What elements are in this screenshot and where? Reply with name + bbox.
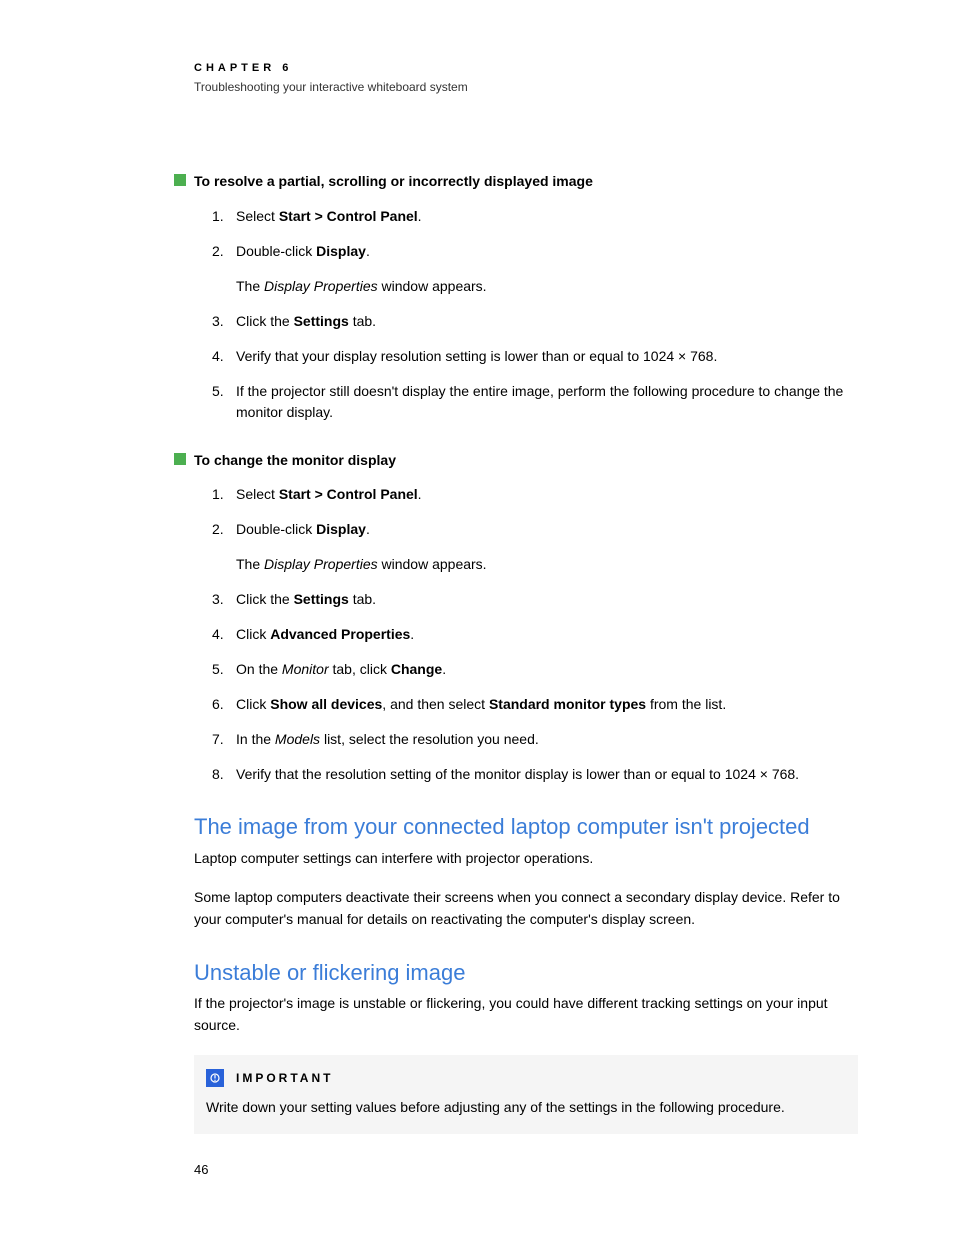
step-sub-content: The Display Properties window appears. [236,554,858,575]
procedure-step: 2.Double-click Display.The Display Prope… [236,519,858,575]
step-number: 8. [212,764,224,785]
step-number: 6. [212,694,224,715]
step-number: 3. [212,589,224,610]
procedure-step: 5.If the projector still doesn't display… [236,381,858,423]
step-number: 5. [212,381,224,402]
step-number: 4. [212,624,224,645]
procedure-title: To change the monitor display [194,451,396,471]
procedures-container: To resolve a partial, scrolling or incor… [194,172,858,785]
section-heading: Unstable or flickering image [194,959,858,988]
procedure-step: 2.Double-click Display.The Display Prope… [236,241,858,297]
procedure-step: 1.Select Start > Control Panel. [236,484,858,505]
procedure-block: To resolve a partial, scrolling or incor… [194,172,858,423]
sections-container: The image from your connected laptop com… [194,813,858,1037]
important-icon [206,1069,224,1087]
important-text: Write down your setting values before ad… [206,1097,846,1118]
section-heading: The image from your connected laptop com… [194,813,858,842]
step-content: Click the Settings tab. [236,591,376,607]
step-content: Click Show all devices, and then select … [236,696,726,712]
important-header: IMPORTANT [206,1069,846,1087]
procedure-step: 4.Verify that your display resolution se… [236,346,858,367]
step-sub-content: The Display Properties window appears. [236,276,858,297]
important-callout: IMPORTANT Write down your setting values… [194,1055,858,1134]
step-content: Select Start > Control Panel. [236,208,422,224]
step-number: 7. [212,729,224,750]
step-number: 4. [212,346,224,367]
procedure-title: To resolve a partial, scrolling or incor… [194,172,593,192]
step-content: Click the Settings tab. [236,313,376,329]
chapter-subtitle: Troubleshooting your interactive whitebo… [194,80,858,94]
procedure-steps: 1.Select Start > Control Panel.2.Double-… [194,206,858,423]
procedure-block: To change the monitor display1.Select St… [194,451,858,786]
procedure-steps: 1.Select Start > Control Panel.2.Double-… [194,484,858,785]
square-bullet-icon [174,174,186,186]
square-bullet-icon [174,453,186,465]
procedure-step: 7.In the Models list, select the resolut… [236,729,858,750]
step-content: Verify that your display resolution sett… [236,348,717,364]
step-content: Verify that the resolution setting of th… [236,766,799,782]
procedure-step: 1.Select Start > Control Panel. [236,206,858,227]
step-content: In the Models list, select the resolutio… [236,731,539,747]
step-number: 1. [212,206,224,227]
step-content: Click Advanced Properties. [236,626,414,642]
procedure-step: 6.Click Show all devices, and then selec… [236,694,858,715]
important-label: IMPORTANT [236,1071,333,1085]
step-number: 2. [212,519,224,540]
body-paragraph: Laptop computer settings can interfere w… [194,848,858,870]
procedure-step: 3.Click the Settings tab. [236,311,858,332]
page-number: 46 [194,1162,208,1177]
procedure-step: 4.Click Advanced Properties. [236,624,858,645]
chapter-label: CHAPTER 6 [194,62,858,74]
step-number: 1. [212,484,224,505]
step-number: 3. [212,311,224,332]
step-number: 5. [212,659,224,680]
document-page: CHAPTER 6 Troubleshooting your interacti… [0,0,954,1134]
step-content: Double-click Display. [236,521,370,537]
procedure-step: 3.Click the Settings tab. [236,589,858,610]
body-paragraph: Some laptop computers deactivate their s… [194,887,858,930]
procedure-header: To change the monitor display [174,451,858,471]
step-content: On the Monitor tab, click Change. [236,661,446,677]
step-content: Select Start > Control Panel. [236,486,422,502]
body-paragraph: If the projector's image is unstable or … [194,993,858,1036]
step-content: If the projector still doesn't display t… [236,383,843,420]
step-number: 2. [212,241,224,262]
procedure-step: 8.Verify that the resolution setting of … [236,764,858,785]
procedure-header: To resolve a partial, scrolling or incor… [174,172,858,192]
procedure-step: 5.On the Monitor tab, click Change. [236,659,858,680]
step-content: Double-click Display. [236,243,370,259]
